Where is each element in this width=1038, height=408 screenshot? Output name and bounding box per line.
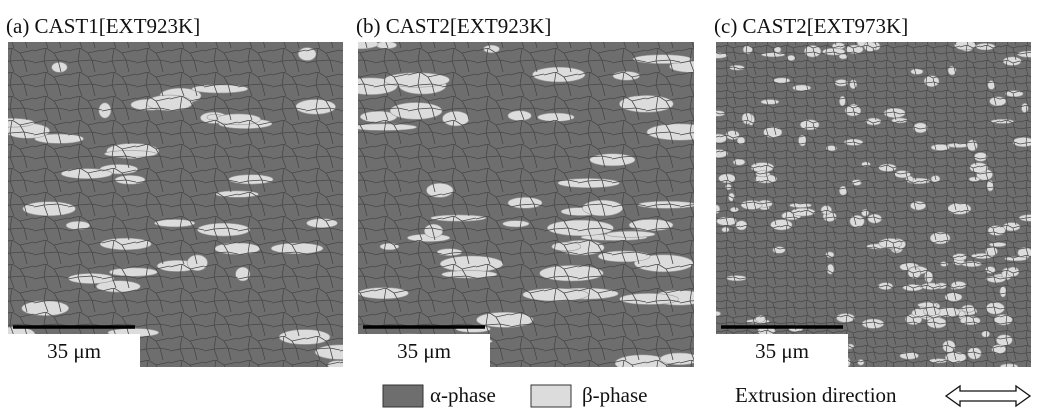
figure: (a) CAST1[EXT923K]35 μm(b) CAST2[EXT923K… <box>0 0 1038 408</box>
panel: (c) CAST2[EXT973K] 35 μm <box>706 14 1038 369</box>
scale-label: 35 μm <box>397 339 451 363</box>
micrograph <box>706 38 1038 369</box>
legend: α-phase β-phase Extrusion direction <box>383 383 1030 407</box>
scale-label: 35 μm <box>755 339 809 363</box>
legend-label: β-phase <box>582 383 648 407</box>
grain-boundaries <box>358 42 694 367</box>
panel: (b) CAST2[EXT923K] 35 μm <box>341 14 715 372</box>
scale-label: 35 μm <box>47 339 101 363</box>
panel-label: (b) CAST2[EXT923K] <box>356 14 551 38</box>
grain-boundaries <box>8 42 343 367</box>
beta-swatch <box>531 385 571 407</box>
micrograph <box>0 42 366 370</box>
direction-label: Extrusion direction <box>735 383 897 407</box>
alpha-swatch <box>383 385 423 407</box>
grain-boundaries <box>716 42 1031 367</box>
panels: (a) CAST1[EXT923K]35 μm(b) CAST2[EXT923K… <box>0 14 1038 372</box>
panel-label: (a) CAST1[EXT923K] <box>6 14 200 38</box>
micrograph <box>341 39 715 371</box>
direction-arrow <box>946 386 1030 406</box>
legend-label: α-phase <box>430 383 496 407</box>
panel: (a) CAST1[EXT923K] 35 μm <box>0 14 366 370</box>
panel-label: (c) CAST2[EXT973K] <box>714 14 908 38</box>
